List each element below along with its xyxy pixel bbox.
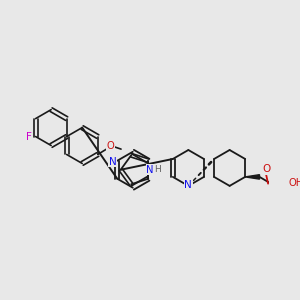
Text: H: H [154,165,160,174]
Text: N: N [146,165,154,175]
Polygon shape [245,175,260,179]
Text: F: F [26,132,32,142]
Text: N: N [109,157,117,167]
Text: O: O [106,140,114,151]
Text: N: N [184,180,192,190]
Text: OH: OH [288,178,300,188]
Text: O: O [262,164,271,174]
